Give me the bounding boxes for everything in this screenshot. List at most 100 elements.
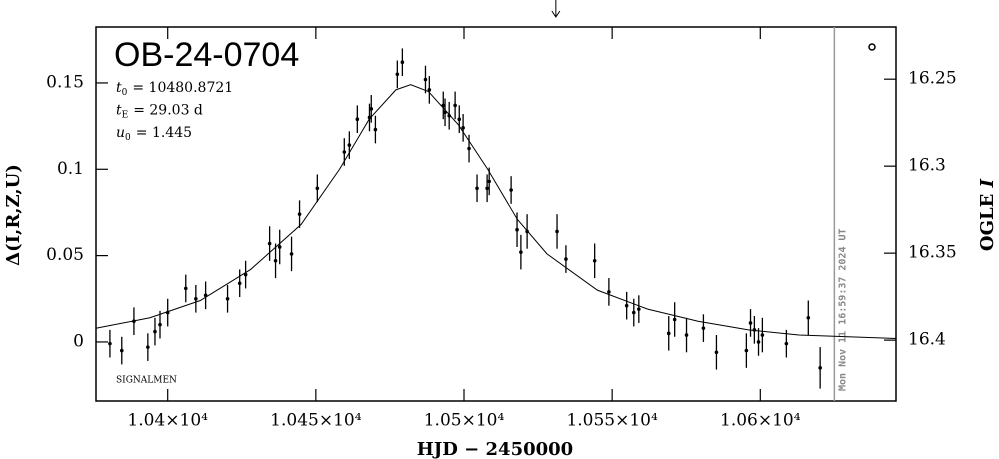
fit-parameter: t0 = 10480.8721 (116, 80, 233, 98)
data-point (373, 127, 378, 132)
data-point (441, 103, 446, 108)
data-point (395, 72, 400, 77)
plot-frame (95, 26, 897, 402)
data-point (203, 293, 208, 298)
data-point (146, 345, 150, 349)
param-text: = 10480.8721 (132, 80, 233, 96)
x-axis-label: HJD − 2450000 (417, 439, 573, 459)
data-point (457, 117, 462, 122)
fit-parameter: tE = 29.03 d (116, 103, 203, 121)
param-subscript: 0 (125, 133, 131, 143)
data-point (760, 333, 765, 337)
y2-tick-label: 16.25 (908, 69, 957, 89)
param-text: = 1.445 (136, 125, 192, 141)
data-point (714, 350, 719, 355)
param-subscript: E (122, 110, 129, 120)
x-tick-label: 1.045×10⁴ (270, 411, 362, 431)
data-point (369, 107, 374, 111)
data-point (631, 310, 636, 315)
arrow-marker (551, 0, 561, 18)
timestamp: Mon Nov 11 16:59:37 2024 UT (837, 228, 848, 391)
param-symbol: u (116, 125, 125, 141)
data-point (400, 60, 405, 65)
data-point (443, 110, 447, 115)
chart-title: OB-24-0704 (114, 36, 299, 74)
data-point (273, 258, 278, 263)
data-point (475, 186, 479, 191)
y2-label-variable: I (977, 178, 998, 188)
data-point (367, 115, 372, 120)
data-point (447, 113, 451, 118)
data-point (119, 348, 124, 353)
data-point (684, 333, 689, 337)
data-point (315, 186, 320, 191)
data-point (225, 296, 230, 301)
y2-axis-label: OGLE I (977, 178, 998, 251)
data-point (515, 227, 519, 232)
data-point (289, 252, 294, 256)
x-tick-label: 1.06×10⁴ (720, 411, 801, 431)
data-point (355, 117, 360, 122)
data-point (748, 321, 753, 325)
data-point (525, 229, 529, 234)
data-point (108, 341, 112, 346)
data-point (672, 317, 677, 322)
data-point (485, 186, 489, 191)
model-curve (96, 84, 897, 339)
data-point (624, 303, 629, 308)
param-symbol: t (116, 103, 122, 119)
data-point (784, 341, 789, 346)
data-point (347, 143, 352, 147)
data-point (519, 250, 523, 254)
y-axis-label: Δ(I,R,Z,U) (3, 164, 24, 266)
data-point (607, 290, 611, 294)
data-point (194, 296, 198, 301)
data-point (277, 245, 282, 249)
data-point (752, 328, 757, 332)
data-point (467, 146, 471, 151)
y-tick-label: 0 (73, 331, 84, 351)
data-point (342, 150, 347, 154)
data-point (592, 258, 597, 263)
x-tick-label: 1.04×10⁴ (127, 411, 208, 431)
fit-parameter: u0 = 1.445 (116, 125, 192, 143)
data-point (297, 212, 302, 216)
y2-tick-label: 16.3 (908, 156, 946, 176)
param-text: = 29.03 d (133, 103, 203, 119)
param-symbol: t (116, 80, 122, 96)
x-tick-label: 1.055×10⁴ (566, 411, 658, 431)
data-point (806, 315, 811, 320)
data-point (423, 77, 428, 82)
y2-label-text: OGLE (977, 194, 998, 251)
data-point (555, 229, 559, 234)
data-point (237, 281, 242, 286)
data-point (267, 241, 272, 246)
data-point (427, 88, 432, 92)
data-point (744, 348, 749, 353)
param-subscript: 0 (122, 88, 128, 98)
data-point (165, 310, 170, 315)
y2-tick-label: 16.4 (908, 330, 946, 350)
y-tick-label: 0.15 (46, 72, 84, 92)
y2-tick-label: 16.35 (908, 243, 957, 263)
marker-symbol (868, 43, 876, 51)
credit: SIGNALMEN (116, 376, 177, 386)
data-point (756, 340, 761, 344)
data-point (564, 257, 568, 261)
data-point (243, 272, 248, 277)
data-point (453, 103, 457, 108)
data-point (132, 319, 136, 324)
data-point (701, 326, 706, 330)
y-tick-label: 0.1 (57, 159, 84, 179)
data-point (666, 331, 671, 336)
data-point (487, 179, 491, 184)
data-point (818, 366, 822, 370)
data-point (158, 322, 162, 327)
data-point (461, 126, 465, 130)
y-tick-label: 0.05 (46, 245, 84, 265)
data-point (153, 329, 157, 334)
data-point (183, 286, 188, 291)
data-point (637, 307, 641, 311)
data-point (509, 188, 513, 192)
